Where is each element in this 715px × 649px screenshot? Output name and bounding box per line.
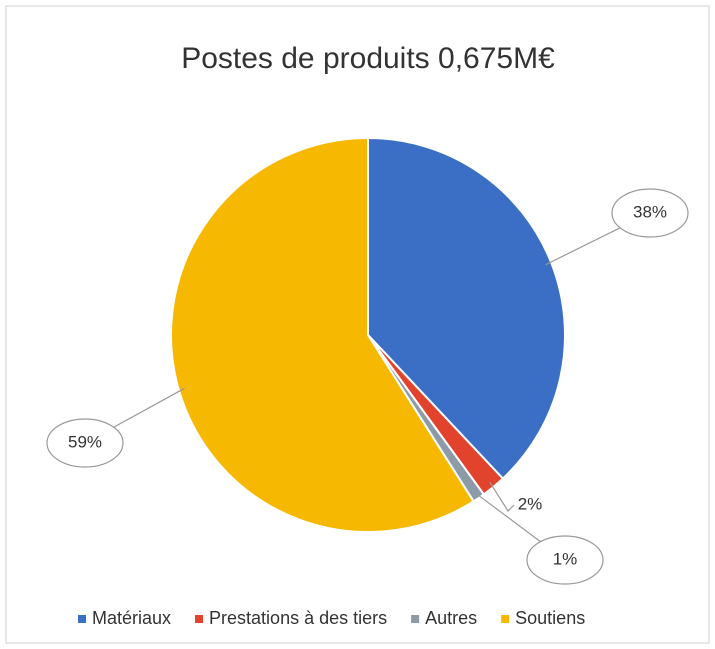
callout-line — [489, 481, 515, 512]
callout-bubble — [526, 535, 604, 585]
callout-bubble — [611, 188, 689, 238]
legend-label: Matériaux — [92, 608, 171, 628]
legend-swatch — [195, 615, 204, 623]
data-label: 2% — [518, 494, 543, 513]
legend-label: Prestations à des tiers — [209, 608, 387, 628]
legend-swatch — [411, 615, 420, 623]
legend-label: Soutiens — [515, 608, 585, 628]
data-label: 38% — [633, 202, 667, 221]
pie-slice — [170, 136, 475, 533]
chart-title: Postes de produits 0,675M€ — [181, 42, 555, 75]
legend-label: Autres — [425, 608, 477, 628]
data-label: 59% — [68, 432, 102, 451]
callout-bubble — [46, 418, 124, 468]
data-label: 1% — [553, 549, 578, 568]
legend-swatch — [501, 615, 510, 623]
legend-swatch — [78, 615, 86, 623]
